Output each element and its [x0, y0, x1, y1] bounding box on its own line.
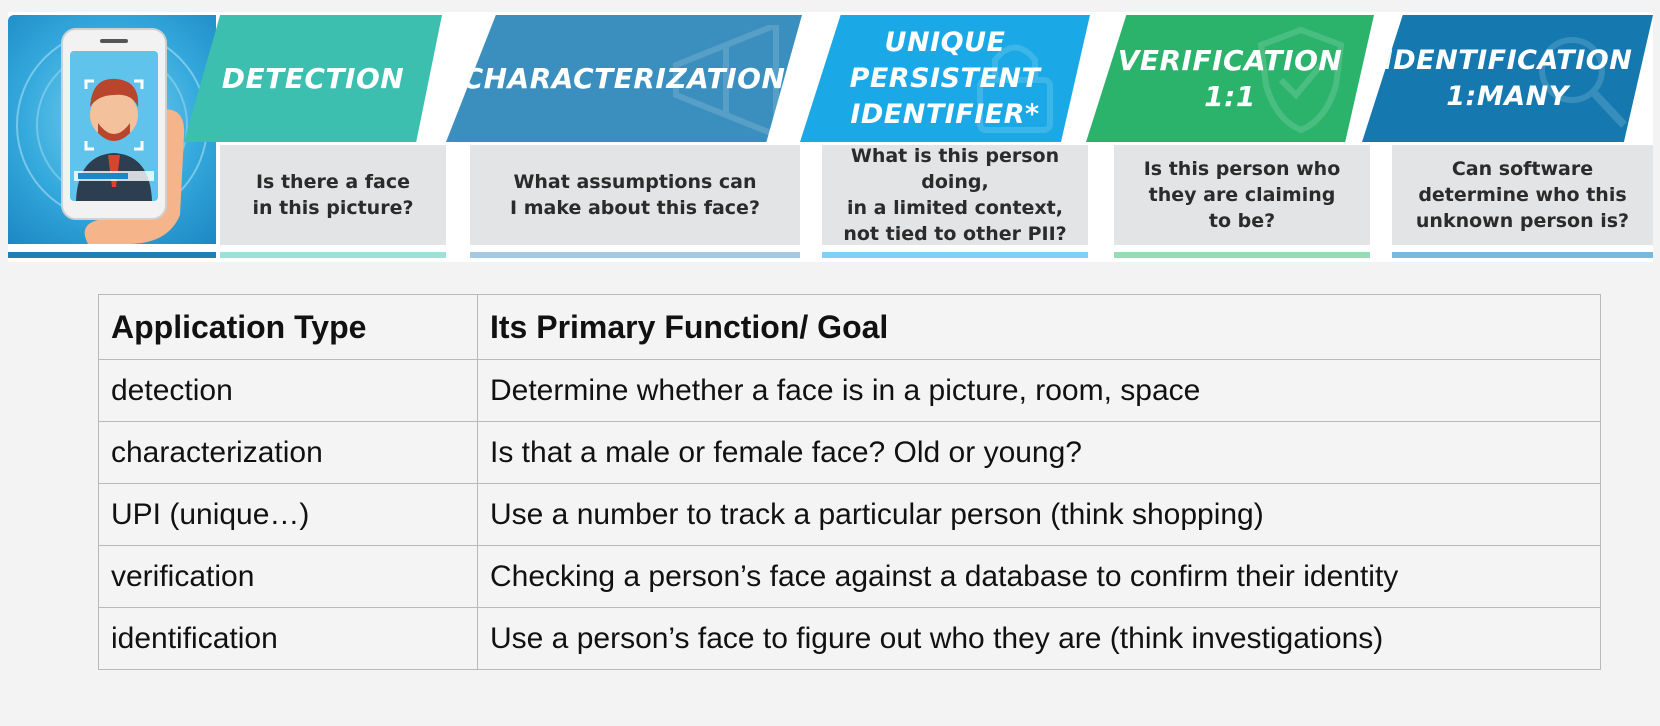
identification-question-box: Can software determine who this unknown …: [1392, 145, 1653, 245]
row-function-cell: Is that a male or female face? Old or yo…: [477, 421, 1601, 484]
tab-upi: UNIQUE PERSISTENT IDENTIFIER*: [800, 15, 1090, 142]
column-characterization: CHARACTERIZATION What assumptions can I …: [446, 12, 802, 262]
detection-question: Is there a face in this picture?: [252, 171, 414, 219]
column-detection: DETECTION Is there a face in this pictur…: [184, 12, 450, 262]
characterization-underline: [470, 252, 800, 258]
row-type-cell: detection: [98, 359, 478, 422]
upi-question-box: What is this person doing, in a limited …: [822, 145, 1088, 245]
table-header-row: Application Type Its Primary Function/ G…: [98, 294, 1601, 360]
row-type-cell: characterization: [98, 421, 478, 484]
illustration-underline: [8, 252, 216, 258]
detection-underline: [220, 252, 446, 258]
row-type-cell: UPI (unique…): [98, 483, 478, 546]
table-row: verification Checking a person’s face ag…: [98, 545, 1601, 608]
tab-detection-label: DETECTION: [221, 61, 405, 95]
characterization-question-box: What assumptions can I make about this f…: [470, 145, 800, 245]
shield-check-icon: [1257, 26, 1345, 134]
table-row: UPI (unique…) Use a number to track a pa…: [98, 483, 1601, 546]
phone-face-scan-icon: [16, 28, 208, 244]
magnifier-icon: [1539, 37, 1627, 128]
header-primary-function: Its Primary Function/ Goal: [477, 294, 1601, 360]
tab-characterization-label: CHARACTERIZATION: [462, 61, 786, 95]
verification-question-box: Is this person who they are claiming to …: [1114, 145, 1370, 245]
header-application-type: Application Type: [98, 294, 478, 360]
row-type-cell: verification: [98, 545, 478, 608]
verification-underline: [1114, 252, 1370, 258]
table-row: detection Determine whether a face is in…: [98, 359, 1601, 422]
row-function-cell: Determine whether a face is in a picture…: [477, 359, 1601, 422]
tab-identification: IDENTIFICATION 1:MANY: [1362, 15, 1653, 142]
identification-underline: [1392, 252, 1653, 258]
identification-question: Can software determine who this unknown …: [1415, 158, 1630, 232]
tab-characterization: CHARACTERIZATION: [446, 15, 802, 142]
column-upi: UNIQUE PERSISTENT IDENTIFIER* What is th…: [800, 12, 1090, 262]
tab-upi-label: UNIQUE PERSISTENT IDENTIFIER*: [849, 26, 1041, 130]
upi-question: What is this person doing, in a limited …: [843, 145, 1067, 245]
tab-detection: DETECTION: [184, 15, 442, 142]
tab-verification: VERIFICATION 1:1: [1086, 15, 1374, 142]
row-function-cell: Checking a person’s face against a datab…: [477, 545, 1601, 608]
application-types-table: Application Type Its Primary Function/ G…: [98, 294, 1601, 670]
table-row: identification Use a person’s face to fi…: [98, 607, 1601, 670]
lock-icon: [977, 44, 1053, 133]
column-verification: VERIFICATION 1:1 Is this person who they…: [1086, 12, 1374, 262]
face-recognition-banner: DETECTION Is there a face in this pictur…: [8, 12, 1653, 262]
row-type-cell: identification: [98, 607, 478, 670]
characterization-question: What assumptions can I make about this f…: [510, 171, 760, 219]
row-function-cell: Use a person’s face to figure out who th…: [477, 607, 1601, 670]
row-function-cell: Use a number to track a particular perso…: [477, 483, 1601, 546]
detection-question-box: Is there a face in this picture?: [220, 145, 446, 245]
tab-identification-label: IDENTIFICATION 1:MANY: [1382, 44, 1633, 112]
upi-underline: [822, 252, 1088, 258]
face-scan-illustration: [8, 15, 216, 244]
verification-question: Is this person who they are claiming to …: [1143, 158, 1341, 232]
megaphone-icon: [673, 25, 779, 135]
table-row: characterization Is that a male or femal…: [98, 421, 1601, 484]
column-identification: IDENTIFICATION 1:MANY Can software deter…: [1362, 12, 1653, 262]
tab-verification-label: VERIFICATION 1:1: [1117, 43, 1343, 113]
